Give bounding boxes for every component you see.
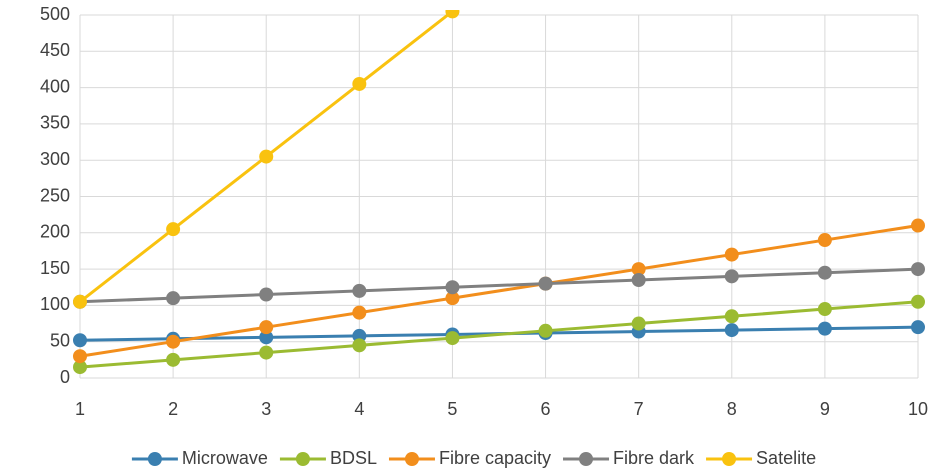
data-point — [724, 247, 739, 262]
data-point — [817, 302, 832, 317]
data-point — [352, 76, 367, 91]
x-tick-label: 9 — [820, 399, 830, 419]
x-tick-label: 7 — [634, 399, 644, 419]
data-point — [911, 218, 925, 233]
data-point — [259, 345, 274, 360]
y-tick-label: 200 — [40, 222, 70, 242]
data-point — [259, 330, 274, 345]
data-point — [259, 149, 274, 164]
legend-label: Microwave — [182, 448, 268, 468]
data-point — [166, 222, 181, 237]
data-point — [73, 333, 87, 348]
legend-item: BDSL — [279, 448, 377, 468]
data-point — [73, 360, 87, 375]
legend-marker — [147, 452, 162, 466]
y-tick-label: 350 — [40, 113, 70, 133]
x-tick-label: 10 — [908, 399, 928, 419]
data-point — [724, 309, 739, 324]
x-tick-label: 2 — [168, 399, 178, 419]
x-tick-label: 4 — [354, 399, 364, 419]
y-tick-label: 0 — [60, 367, 70, 387]
x-tick-label: 5 — [447, 399, 457, 419]
data-point — [352, 283, 367, 298]
data-point — [445, 291, 460, 306]
x-tick-label: 8 — [727, 399, 737, 419]
series-line — [79, 10, 457, 303]
data-point — [724, 269, 739, 284]
data-point — [445, 10, 460, 19]
data-point — [259, 320, 274, 335]
data-point — [631, 316, 646, 331]
x-tick-label: 1 — [75, 399, 85, 419]
y-tick-label: 100 — [40, 294, 70, 314]
data-point — [259, 287, 274, 302]
series-line — [79, 300, 919, 369]
data-point — [911, 294, 925, 309]
legend-label: Fibre dark — [613, 448, 695, 468]
x-tick-label: 3 — [261, 399, 271, 419]
data-point — [631, 272, 646, 287]
data-point — [352, 305, 367, 320]
data-point — [911, 262, 925, 277]
legend-item: Satelite — [706, 448, 816, 468]
data-point — [445, 331, 460, 346]
series-line — [79, 224, 919, 358]
y-tick-label: 50 — [50, 330, 70, 350]
data-point — [817, 321, 832, 336]
legend-label: BDSL — [330, 448, 377, 468]
y-tick-label: 450 — [40, 40, 70, 60]
y-tick-label: 300 — [40, 149, 70, 169]
data-point — [817, 233, 832, 248]
data-point — [73, 349, 87, 364]
y-tick-label: 250 — [40, 185, 70, 205]
data-point — [352, 338, 367, 353]
legend-label: Fibre capacity — [439, 448, 551, 468]
legend-marker — [579, 452, 594, 466]
legend-label: Satelite — [756, 448, 816, 468]
data-point — [538, 323, 553, 338]
legend-marker — [295, 452, 310, 466]
legend-item: Fibre dark — [563, 448, 695, 468]
y-tick-label: 500 — [40, 4, 70, 24]
legend-marker — [722, 452, 737, 466]
data-point — [817, 265, 832, 280]
y-tick-label: 400 — [40, 76, 70, 96]
x-tick-label: 6 — [541, 399, 551, 419]
data-point — [631, 262, 646, 277]
data-point — [911, 320, 925, 335]
data-point — [166, 291, 181, 306]
legend-marker — [404, 452, 419, 466]
data-point — [166, 334, 181, 349]
y-tick-label: 150 — [40, 258, 70, 278]
data-point — [166, 352, 181, 367]
data-point — [724, 323, 739, 338]
data-point — [73, 294, 87, 309]
series-line — [79, 267, 919, 304]
legend-item: Microwave — [131, 448, 268, 468]
legend-item: Fibre capacity — [388, 448, 551, 468]
data-point — [445, 280, 460, 295]
data-point — [538, 276, 553, 291]
